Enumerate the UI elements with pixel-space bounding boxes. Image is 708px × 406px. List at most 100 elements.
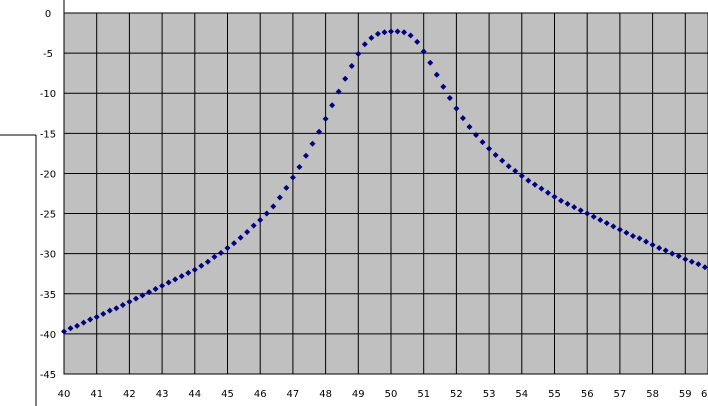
y-tick-label: -25 — [40, 210, 56, 221]
data-point — [453, 105, 460, 112]
data-point — [165, 279, 172, 286]
data-point — [146, 289, 153, 296]
data-point — [361, 41, 368, 48]
data-point — [427, 59, 434, 66]
x-tick-label: 52 — [450, 389, 463, 400]
data-point — [106, 307, 113, 314]
data-point — [394, 28, 401, 35]
y-tick-label: 0 — [45, 9, 51, 20]
data-point — [80, 319, 87, 326]
gridlines — [64, 13, 708, 374]
y-tick-label: -15 — [40, 129, 56, 140]
data-point — [499, 157, 506, 164]
data-point — [518, 172, 525, 179]
x-tick-label: 56 — [581, 389, 594, 400]
data-point — [577, 207, 584, 214]
data-point — [407, 32, 414, 39]
data-point — [623, 229, 630, 236]
data-point — [525, 177, 532, 184]
data-point — [204, 258, 211, 265]
data-point — [263, 210, 270, 217]
x-axis-tick-labels: 40 41 42 43 44 45 46 47 48 49 50 51 52 53 54 55 56 57 58 59… — [58, 389, 708, 400]
data-point — [538, 185, 545, 192]
data-point — [649, 241, 656, 248]
data-point — [616, 226, 623, 233]
data-point — [270, 203, 277, 210]
data-point — [643, 238, 650, 245]
data-point — [584, 210, 591, 217]
data-point — [178, 273, 185, 280]
y-tick-label: -45 — [40, 370, 56, 381]
data-point — [479, 139, 486, 146]
x-tick-label: 45 — [221, 389, 234, 400]
data-point — [126, 298, 133, 305]
data-point — [381, 29, 388, 36]
x-tick-label: 49 — [352, 389, 365, 400]
x-tick-label: 41 — [90, 389, 103, 400]
data-point — [368, 34, 375, 41]
data-point — [335, 88, 342, 95]
data-point — [512, 168, 519, 175]
data-point — [440, 83, 447, 90]
data-point — [159, 282, 166, 289]
x-tick-label: 44 — [188, 389, 201, 400]
data-point — [597, 216, 604, 223]
x-tick-label: 51 — [417, 389, 430, 400]
y-tick-label: -10 — [40, 89, 56, 100]
data-point — [283, 184, 290, 191]
data-point — [473, 131, 480, 138]
data-point — [231, 240, 238, 247]
data-point — [244, 229, 251, 236]
data-point — [329, 102, 336, 109]
y-tick-label: -20 — [40, 169, 56, 180]
data-point — [675, 253, 682, 260]
data-points — [61, 28, 708, 335]
data-point — [564, 200, 571, 207]
data-point — [237, 234, 244, 241]
data-point — [322, 115, 329, 122]
data-point — [316, 128, 323, 135]
data-point — [662, 247, 669, 254]
data-point — [289, 174, 296, 181]
y-tick-label: -40 — [40, 330, 56, 341]
x-tick-label: 53 — [483, 389, 496, 400]
data-point — [603, 220, 610, 227]
x-tick-label: 48 — [319, 389, 332, 400]
data-point — [172, 276, 179, 283]
data-point — [610, 223, 617, 230]
data-point — [348, 62, 355, 69]
data-point — [544, 189, 551, 196]
data-point — [414, 38, 421, 45]
data-point — [93, 314, 100, 321]
data-point — [61, 328, 67, 335]
data-point — [629, 233, 636, 240]
x-tick-label: 6 — [701, 389, 707, 400]
data-point — [309, 140, 316, 147]
data-point — [695, 261, 702, 268]
data-point — [132, 295, 139, 302]
data-point — [198, 262, 205, 269]
data-point — [505, 163, 512, 170]
y-tick-label: -5 — [43, 49, 53, 60]
x-tick-label: 50 — [385, 389, 398, 400]
y-tick-label: -35 — [40, 290, 56, 301]
data-point — [558, 197, 565, 204]
data-point — [571, 204, 578, 211]
data-point — [531, 181, 538, 188]
data-point — [446, 95, 453, 102]
data-point — [401, 29, 408, 36]
data-point — [688, 258, 695, 265]
data-point — [656, 245, 663, 252]
data-point — [459, 115, 466, 122]
data-point — [701, 264, 708, 271]
data-point — [217, 249, 224, 256]
data-point — [100, 310, 107, 317]
data-point — [342, 75, 349, 82]
data-point — [67, 325, 74, 332]
data-point — [113, 305, 120, 312]
x-tick-label: 47 — [287, 389, 300, 400]
data-point — [119, 302, 126, 309]
data-point — [355, 50, 362, 57]
data-point — [669, 250, 676, 257]
